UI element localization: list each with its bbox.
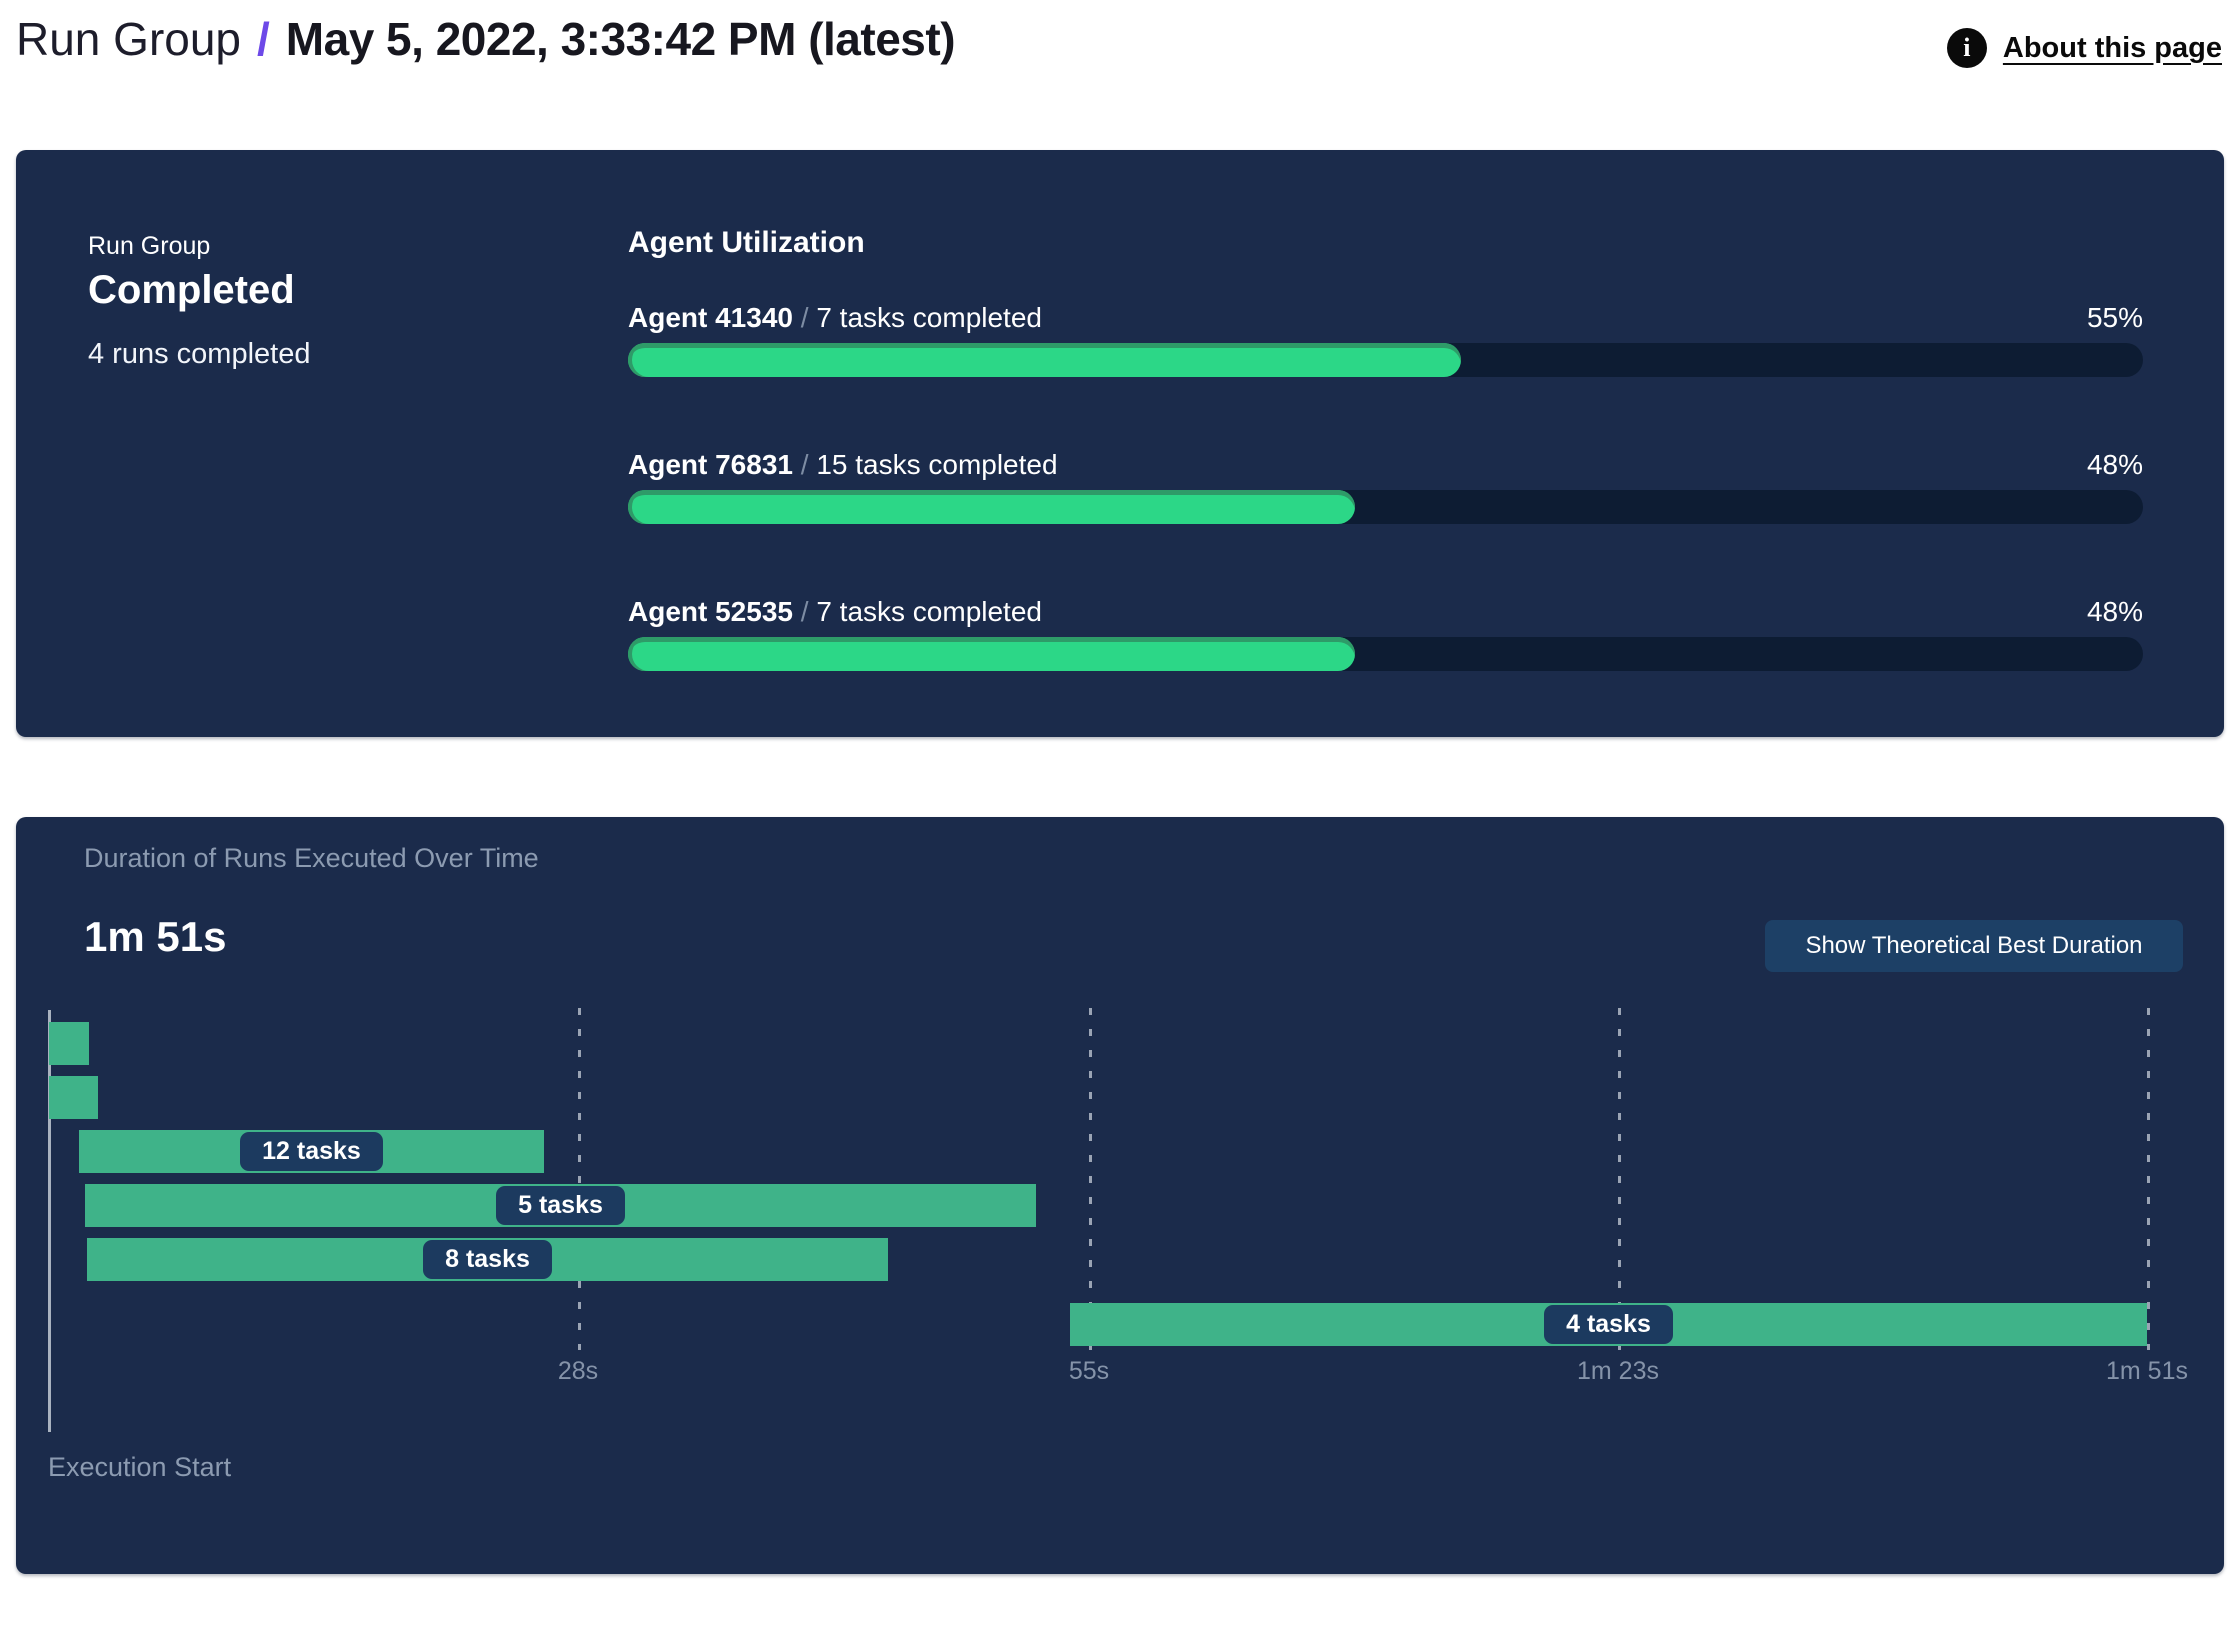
page-title: May 5, 2022, 3:33:42 PM (latest) xyxy=(285,13,956,65)
total-duration-value: 1m 51s xyxy=(84,913,227,960)
utilization-progress-track xyxy=(628,343,2143,377)
agent-utilization-label: Agent 76831 / 15 tasks completed xyxy=(628,449,1058,481)
agent-utilization-title: Agent Utilization xyxy=(628,226,865,259)
task-count-pill: 8 tasks xyxy=(423,1240,552,1279)
run-duration-bar xyxy=(49,1022,89,1065)
agent-utilization-percent: 48% xyxy=(2086,596,2143,627)
run-duration-bar: 5 tasks xyxy=(85,1184,1036,1227)
duration-gantt-chart: 12 tasks 5 tasks 8 tasks 4 tasks 28s 55s 1m 23… xyxy=(16,817,2224,1574)
task-count-pill: 12 tasks xyxy=(240,1132,383,1171)
agent-tasks-completed: 15 tasks completed xyxy=(816,449,1058,480)
execution-start-axis-line xyxy=(48,1010,51,1432)
breadcrumb-separator: / xyxy=(257,13,270,65)
breadcrumb-run-group[interactable]: Run Group xyxy=(16,13,242,65)
runs-completed-count: 4 runs completed xyxy=(88,338,311,370)
show-theoretical-best-duration-button[interactable]: Show Theoretical Best Duration xyxy=(1765,920,2183,972)
time-axis-tick-label: 1m 51s xyxy=(2106,1357,2188,1385)
run-duration-bar: 8 tasks xyxy=(87,1238,888,1281)
agent-name: Agent 52535 xyxy=(628,596,793,627)
run-duration-bar: 4 tasks xyxy=(1070,1303,2147,1346)
utilization-progress-fill xyxy=(628,637,1355,671)
run-group-status: Completed xyxy=(88,268,295,312)
about-link-label[interactable]: About this page xyxy=(2002,31,2222,64)
agent-utilization-percent: 48% xyxy=(2086,449,2143,480)
run-duration-bar: 12 tasks xyxy=(79,1130,544,1173)
agent-utilization-percent: 55% xyxy=(2086,302,2143,333)
utilization-progress-track xyxy=(628,490,2143,524)
agent-utilization-label: Agent 52535 / 7 tasks completed xyxy=(628,596,1042,628)
agent-label-separator: / xyxy=(792,302,817,333)
time-gridline xyxy=(578,1008,581,1350)
task-count-pill: 5 tasks xyxy=(496,1186,625,1225)
execution-start-label: Execution Start xyxy=(48,1452,232,1482)
agent-label-separator: / xyxy=(792,449,817,480)
time-axis-tick-label: 28s xyxy=(557,1357,599,1385)
duration-chart-subtitle: Duration of Runs Executed Over Time xyxy=(84,843,539,873)
agent-label-separator: / xyxy=(792,596,817,627)
time-axis-tick-label: 1m 23s xyxy=(1577,1357,1659,1385)
agent-tasks-completed: 7 tasks completed xyxy=(816,302,1042,333)
utilization-progress-track xyxy=(628,637,2143,671)
time-axis-tick-label: 55s xyxy=(1068,1357,1110,1385)
task-count-pill: 4 tasks xyxy=(1544,1305,1673,1344)
time-gridline xyxy=(1089,1008,1092,1350)
about-this-page-link[interactable]: i About this page xyxy=(1946,28,2222,68)
agent-name: Agent 41340 xyxy=(628,302,793,333)
duration-panel: Duration of Runs Executed Over Time 1m 5… xyxy=(16,817,2224,1574)
run-duration-bar xyxy=(49,1076,98,1119)
agent-name: Agent 76831 xyxy=(628,449,793,480)
utilization-progress-fill xyxy=(628,490,1355,524)
info-icon[interactable]: i xyxy=(1946,28,1987,68)
agent-tasks-completed: 7 tasks completed xyxy=(816,596,1042,627)
time-gridline xyxy=(1618,1008,1621,1350)
utilization-progress-fill xyxy=(628,343,1461,377)
agent-utilization-label: Agent 41340 / 7 tasks completed xyxy=(628,302,1042,334)
breadcrumb: Run Group / May 5, 2022, 3:33:42 PM (lat… xyxy=(16,12,956,66)
time-gridline xyxy=(2147,1008,2150,1350)
run-group-panel: Run Group Completed 4 runs completed Age… xyxy=(16,150,2224,737)
run-group-label: Run Group xyxy=(88,232,211,260)
